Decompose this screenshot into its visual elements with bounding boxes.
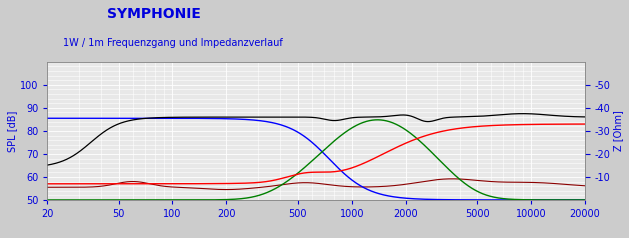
- Text: 1W / 1m Frequenzgang und Impedanzverlauf: 1W / 1m Frequenzgang und Impedanzverlauf: [63, 38, 282, 48]
- Y-axis label: Z [Ohm]: Z [Ohm]: [613, 110, 623, 151]
- Y-axis label: SPL [dB]: SPL [dB]: [7, 110, 17, 152]
- Text: SYMPHONIE: SYMPHONIE: [107, 7, 201, 21]
